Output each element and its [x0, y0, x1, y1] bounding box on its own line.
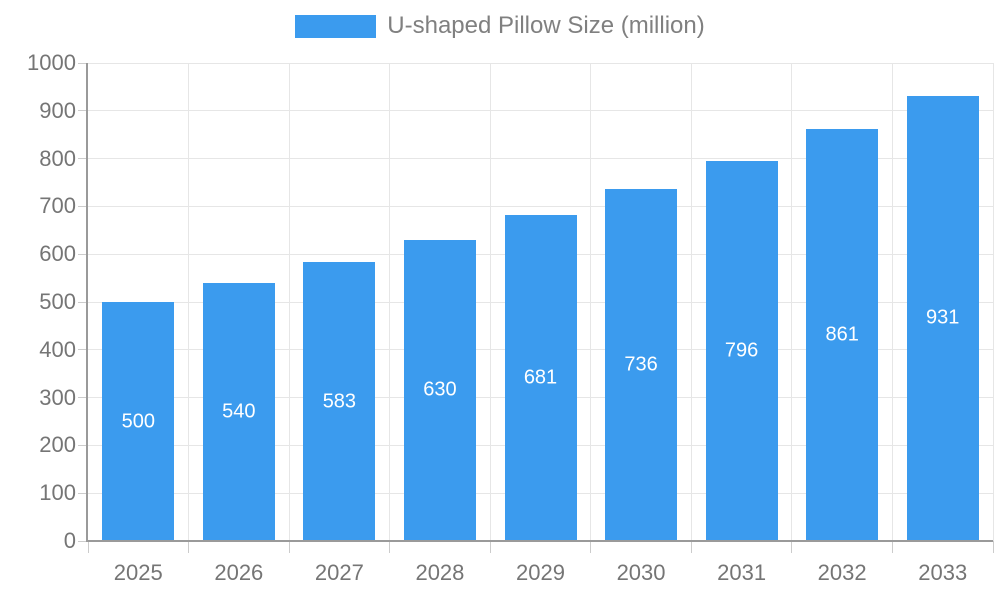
x-axis-tick [690, 541, 692, 553]
x-axis-label: 2027 [314, 560, 364, 585]
x-axis-line [86, 540, 993, 542]
bar-value-label: 540 [222, 400, 256, 423]
y-axis-tick [78, 62, 88, 64]
bar-value-label: 500 [121, 410, 155, 432]
x-axis-label: 2031 [717, 560, 767, 585]
legend[interactable]: U-shaped Pillow Size (million) [0, 12, 1000, 40]
x-axis-tick [791, 541, 793, 553]
y-axis-tick [78, 158, 88, 160]
x-axis-tick [489, 541, 491, 553]
bar[interactable]: 736 [605, 189, 678, 541]
bar-value-label: 931 [926, 306, 960, 329]
bar-value-label: 583 [322, 390, 357, 413]
bar-value-label: 736 [624, 353, 658, 376]
gridline-horizontal [88, 62, 993, 64]
y-axis-tick [78, 540, 88, 542]
y-axis-label: 300 [39, 384, 76, 410]
y-axis-tick [78, 397, 88, 399]
gridline-vertical [389, 63, 391, 541]
y-axis-tick [78, 349, 88, 351]
x-axis-tick [389, 541, 391, 553]
x-axis-label: 2032 [817, 560, 867, 585]
x-axis-label: 2029 [516, 560, 565, 585]
gridline-vertical [489, 63, 491, 541]
bar[interactable]: 583 [303, 262, 376, 541]
y-axis-label: 400 [39, 336, 76, 362]
legend-swatch [295, 14, 377, 38]
plot-area: 500 540 583 630 681 736 796 861 931 [78, 62, 994, 553]
x-axis-label: 2030 [616, 560, 666, 585]
bar[interactable]: 931 [906, 95, 979, 541]
x-axis-tick [891, 541, 893, 553]
y-axis-label: 200 [39, 432, 76, 458]
gridline-horizontal [88, 110, 993, 112]
y-axis-tick [78, 301, 88, 303]
gridline-vertical [188, 63, 190, 541]
y-axis-tick [78, 205, 88, 207]
y-axis-tick [78, 253, 88, 255]
x-axis-label: 2026 [214, 560, 264, 585]
gridline-horizontal [88, 205, 993, 207]
y-axis-tick [78, 110, 88, 112]
y-axis-label: 900 [39, 97, 76, 123]
gridline-vertical [590, 63, 592, 541]
bar[interactable]: 796 [705, 160, 778, 541]
x-axis-tick [992, 541, 994, 553]
bar[interactable]: 540 [202, 282, 275, 541]
bar[interactable]: 500 [102, 302, 175, 541]
x-axis-label: 2025 [113, 560, 163, 585]
y-axis-label: 0 [63, 528, 76, 553]
x-axis-tick [188, 541, 190, 553]
gridline-vertical [288, 63, 290, 541]
bar[interactable]: 861 [806, 129, 879, 541]
bar-value-label: 681 [523, 366, 558, 389]
bar-value-label: 630 [423, 378, 457, 401]
y-axis-label: 100 [39, 480, 76, 506]
x-axis-label: 2033 [918, 560, 968, 585]
y-axis-tick [78, 444, 88, 446]
bar-value-label: 861 [825, 323, 859, 346]
gridline-horizontal [88, 158, 993, 160]
y-axis-label: 500 [39, 289, 76, 314]
bar[interactable]: 630 [403, 239, 476, 541]
x-axis-tick [288, 541, 290, 553]
y-axis-line [86, 63, 88, 541]
gridline-vertical [891, 63, 893, 541]
y-axis-label: 1000 [27, 50, 76, 75]
gridline-vertical [690, 63, 692, 541]
x-axis-tick [590, 541, 592, 553]
bar-value-label: 796 [724, 339, 759, 362]
gridline-vertical [791, 63, 793, 541]
y-axis-label: 700 [39, 193, 76, 219]
legend-label: U-shaped Pillow Size (million) [387, 12, 705, 39]
y-axis-label: 800 [39, 145, 76, 171]
y-axis-tick [78, 492, 88, 494]
gridline-vertical [992, 63, 994, 541]
bar[interactable]: 681 [504, 215, 577, 541]
x-axis-tick [87, 541, 89, 553]
x-axis-label: 2028 [415, 560, 465, 585]
y-axis-label: 600 [39, 241, 76, 267]
